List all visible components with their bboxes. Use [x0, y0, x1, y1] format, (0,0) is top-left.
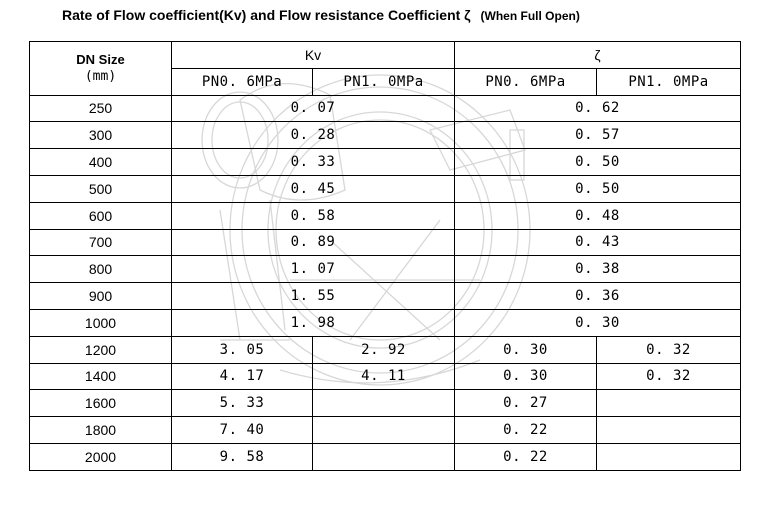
dn-unit-label: (mm) [84, 69, 117, 85]
kv-pn10-cell [312, 416, 455, 444]
kv-pn06-cell: 4. 17 [171, 362, 313, 391]
table-row: 2000 9. 58 0. 22 [29, 442, 741, 471]
dn-cell: 1800 [29, 416, 172, 444]
kv-pn06-cell: 7. 40 [171, 416, 313, 444]
dn-cell: 1000 [29, 308, 172, 337]
zeta-cell: 0. 43 [454, 228, 741, 257]
dn-cell: 600 [29, 201, 172, 230]
dn-cell: 500 [29, 174, 172, 203]
zeta-pn06-cell: 0. 22 [454, 416, 597, 444]
dn-cell: 2000 [29, 442, 172, 471]
table-row: 1000 1. 98 0. 30 [29, 308, 741, 337]
table-row: 700 0. 89 0. 43 [29, 228, 741, 257]
zeta-pn10-cell [596, 389, 741, 418]
kv-cell: 0. 45 [171, 174, 455, 203]
table-row: 900 1. 55 0. 36 [29, 282, 741, 310]
kv-pn10-cell: 2. 92 [312, 335, 455, 364]
zeta-cell: 0. 30 [454, 308, 741, 337]
table-row: 800 1. 07 0. 38 [29, 255, 741, 284]
zeta-pn10-cell: 0. 32 [596, 335, 741, 364]
kv-cell: 0. 58 [171, 201, 455, 230]
kv-cell: 1. 98 [171, 308, 455, 337]
kv-pn06-header: PN0. 6MPa [171, 67, 313, 96]
kv-pn06-cell: 5. 33 [171, 389, 313, 418]
zeta-cell: 0. 48 [454, 201, 741, 230]
table-row: 1600 5. 33 0. 27 [29, 389, 741, 418]
kv-pn10-cell [312, 389, 455, 418]
zeta-cell: 0. 57 [454, 121, 741, 150]
zeta-pn06-cell: 0. 30 [454, 362, 597, 391]
zeta-cell: 0. 50 [454, 174, 741, 203]
dn-cell: 1600 [29, 389, 172, 418]
dn-cell: 1400 [29, 362, 172, 391]
table-subtitle: (When Full Open) [480, 9, 580, 23]
table-row: 1200 3. 05 2. 92 0. 30 0. 32 [29, 335, 741, 364]
kv-pn10-cell [312, 442, 455, 471]
zeta-pn10-cell [596, 442, 741, 471]
dn-cell: 800 [29, 255, 172, 284]
zeta-cell: 0. 36 [454, 282, 741, 310]
dn-cell: 900 [29, 282, 172, 310]
page-title: Rate of Flow coefficient(Kv) and Flow re… [62, 7, 580, 23]
zeta-pn10-cell: 0. 32 [596, 362, 741, 391]
kv-pn10-cell: 4. 11 [312, 362, 455, 391]
dn-cell: 300 [29, 121, 172, 150]
kv-pn06-cell: 3. 05 [171, 335, 313, 364]
table-row: 1800 7. 40 0. 22 [29, 416, 741, 444]
table-row: 1400 4. 17 4. 11 0. 30 0. 32 [29, 362, 741, 391]
kv-cell: 0. 28 [171, 121, 455, 150]
header-row-sub: PN0. 6MPa PN1. 0MPa PN0. 6MPa PN1. 0MPa [30, 67, 741, 96]
kv-group-header: Kv [171, 41, 455, 69]
zeta-cell: 0. 38 [454, 255, 741, 284]
table-row: 300 0. 28 0. 57 [29, 121, 741, 150]
kv-cell: 1. 55 [171, 282, 455, 310]
dn-cell: 250 [29, 94, 172, 123]
kv-cell: 0. 89 [171, 228, 455, 257]
zeta-cell: 0. 50 [454, 148, 741, 176]
table-row: 500 0. 45 0. 50 [29, 174, 741, 203]
table-row: 400 0. 33 0. 50 [29, 148, 741, 176]
kv-cell: 0. 33 [171, 148, 455, 176]
dn-cell: 700 [29, 228, 172, 257]
zeta-group-header: ζ [454, 41, 741, 69]
zeta-cell: 0. 62 [454, 94, 741, 123]
zeta-pn06-cell: 0. 27 [454, 389, 597, 418]
dn-cell: 400 [29, 148, 172, 176]
kv-cell: 1. 07 [171, 255, 455, 284]
zeta-pn06-header: PN0. 6MPa [454, 67, 597, 96]
zeta-pn06-cell: 0. 30 [454, 335, 597, 364]
table-row: 600 0. 58 0. 48 [29, 201, 741, 230]
header-row-top: DN Size (mm) Kv ζ [29, 41, 741, 96]
dn-cell: 1200 [29, 335, 172, 364]
kv-cell: 0. 07 [171, 94, 455, 123]
dn-size-header: DN Size (mm) [29, 41, 172, 96]
kv-pn10-header: PN1. 0MPa [312, 67, 455, 96]
kv-pn06-cell: 9. 58 [171, 442, 313, 471]
zeta-pn10-header: PN1. 0MPa [596, 67, 741, 96]
zeta-pn10-cell [596, 416, 741, 444]
dn-size-label: DN Size [76, 52, 125, 68]
table-row: 250 0. 07 0. 62 [29, 94, 741, 123]
table-title: Rate of Flow coefficient(Kv) and Flow re… [62, 7, 471, 23]
flow-coefficient-table: DN Size (mm) Kv ζ PN0. 6MPa PN1. 0MPa PN… [29, 41, 741, 471]
zeta-pn06-cell: 0. 22 [454, 442, 597, 471]
